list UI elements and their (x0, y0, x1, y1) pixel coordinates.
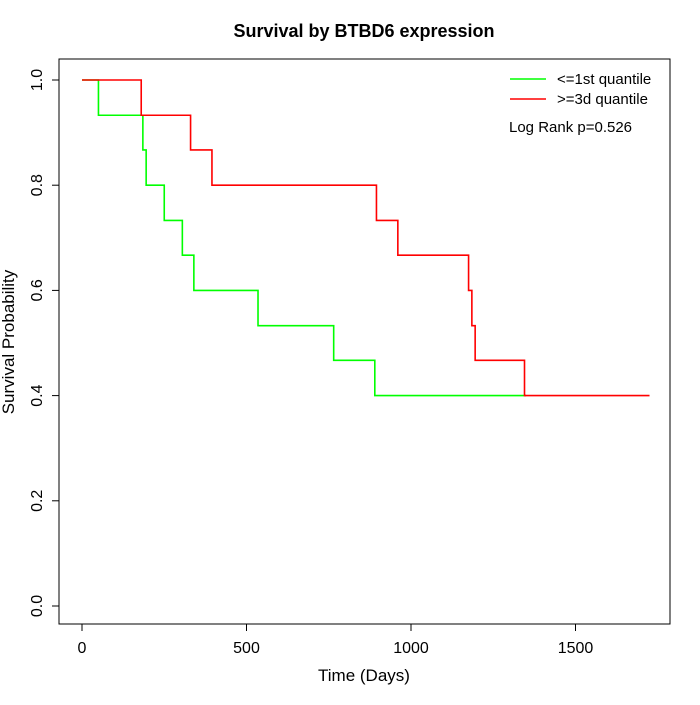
x-tick-label: 500 (233, 640, 260, 657)
legend-label-1: <=1st quantile (557, 71, 651, 88)
y-tick-label: 0.6 (29, 279, 46, 301)
legend: <=1st quantile >=3d quantile (510, 71, 651, 108)
x-tick-label: 1500 (558, 640, 594, 657)
x-axis: 0 500 1000 1500 (78, 623, 594, 657)
x-axis-label: Time (Days) (318, 666, 410, 685)
legend-label-2: >=3d quantile (557, 91, 648, 108)
x-tick-label: 1000 (393, 640, 429, 657)
y-tick-label: 0.0 (29, 595, 46, 617)
chart-title: Survival by BTBD6 expression (233, 21, 494, 41)
y-tick-label: 1.0 (29, 69, 46, 91)
y-axis: 0.0 0.2 0.4 0.6 0.8 1.0 (29, 69, 60, 617)
x-tick-label: 0 (78, 640, 87, 657)
y-tick-label: 0.8 (29, 174, 46, 196)
log-rank-annotation: Log Rank p=0.526 (509, 119, 632, 136)
y-axis-label: Survival Probability (0, 269, 18, 414)
series-layer (82, 79, 650, 397)
y-tick-label: 0.2 (29, 490, 46, 512)
y-tick-label: 0.4 (29, 384, 46, 406)
series-line-1 (82, 79, 527, 397)
series-line-2 (82, 79, 650, 397)
